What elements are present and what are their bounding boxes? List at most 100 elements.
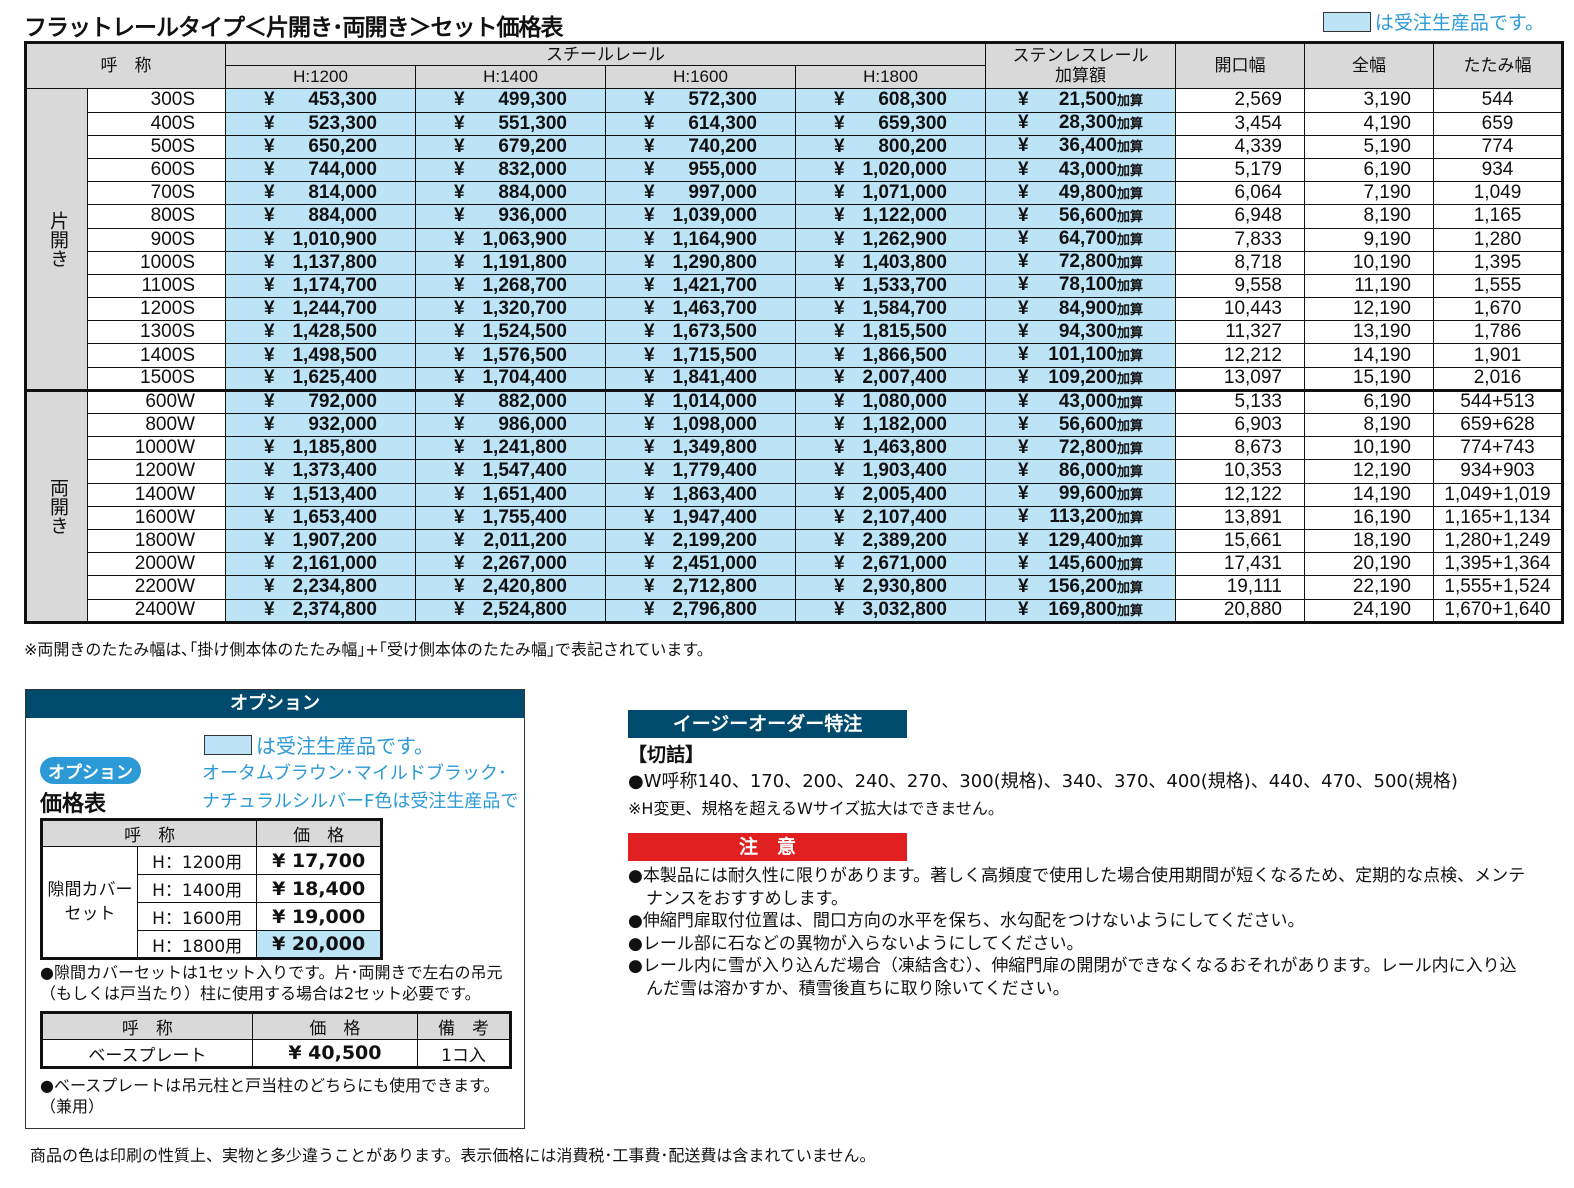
- steel-price: ¥1,421,700: [605, 273, 796, 299]
- steel-price: ¥2,011,200: [415, 528, 606, 554]
- currency-symbol: ¥: [644, 274, 655, 296]
- folded-width: 1,670: [1433, 297, 1563, 322]
- header-name: 呼 称: [25, 41, 226, 90]
- price-value: 792,000: [308, 391, 377, 413]
- add-amount: 72,800加算: [1059, 252, 1143, 273]
- currency-symbol: ¥: [454, 599, 465, 621]
- steel-price: ¥453,300: [225, 88, 416, 113]
- currency-symbol: ¥: [834, 483, 845, 505]
- add-suffix: 加算: [1116, 440, 1143, 456]
- price-value: 1,185,800: [292, 437, 377, 459]
- price-value: 1,704,400: [482, 367, 567, 389]
- add-amount: 78,100加算: [1059, 275, 1143, 296]
- folded-width: 774: [1433, 134, 1563, 159]
- folded-width: 774+743: [1433, 436, 1563, 461]
- folded-width: 1,395: [1433, 250, 1563, 275]
- group-label: 片開き: [25, 88, 88, 391]
- price-value: 2,011,200: [483, 530, 567, 552]
- total-width: 22,190: [1304, 575, 1434, 600]
- add-amount: 101,100加算: [1048, 345, 1143, 366]
- currency-symbol: ¥: [454, 553, 465, 575]
- folded-width: 544+513: [1433, 388, 1563, 415]
- easy-order-section: イージーオーダー特注 【切詰】 ●W呼称140、170、200、240、270、…: [628, 710, 1528, 1000]
- header-h1200: H:1200: [225, 65, 416, 90]
- opening-width: 20,880: [1175, 598, 1305, 623]
- currency-symbol: ¥: [644, 460, 655, 482]
- folded-width: 1,786: [1433, 320, 1563, 345]
- steel-price: ¥744,000: [225, 157, 416, 183]
- price-value: 2,671,000: [862, 553, 947, 575]
- total-width: 8,190: [1304, 204, 1434, 229]
- currency-symbol: ¥: [264, 321, 275, 343]
- steel-price: ¥2,234,800: [225, 575, 416, 600]
- currency-symbol: ¥: [644, 182, 655, 204]
- add-amount: 43,000加算: [1059, 391, 1143, 413]
- currency-symbol: ¥: [834, 298, 845, 320]
- price-value: 99,600: [1058, 483, 1117, 505]
- folded-width: 1,555: [1433, 273, 1563, 299]
- model-name: 1000W: [87, 436, 226, 461]
- add-amount: 56,600加算: [1059, 205, 1143, 227]
- price-value: 2,930,800: [862, 576, 947, 598]
- currency-symbol: ¥: [454, 159, 465, 181]
- opening-width: 17,431: [1175, 552, 1305, 577]
- price-value: 1,039,000: [672, 205, 757, 227]
- folded-width: 2,016: [1433, 366, 1563, 391]
- table-row: 2200W ¥2,234,800 ¥2,420,800 ¥2,712,800 ¥2,93…: [26, 575, 1563, 600]
- opening-width: 10,353: [1175, 459, 1305, 484]
- price-value: 43,000: [1058, 158, 1117, 180]
- price-value: 1,815,500: [862, 321, 947, 343]
- currency-symbol: ¥: [264, 530, 275, 552]
- steel-price: ¥1,185,800: [225, 436, 416, 461]
- currency-symbol: ¥: [454, 182, 465, 204]
- currency-symbol: ¥: [454, 530, 465, 552]
- price-value: 101,100: [1048, 344, 1117, 366]
- stainless-add: ¥78,100加算: [985, 273, 1176, 299]
- steel-price: ¥1,947,400: [605, 505, 796, 530]
- opening-width: 6,948: [1175, 204, 1305, 229]
- stainless-add: ¥84,900加算: [985, 297, 1176, 322]
- stainless-add: ¥56,600加算: [985, 204, 1176, 229]
- steel-price: ¥2,389,200: [795, 528, 986, 554]
- currency-symbol: ¥: [1018, 112, 1029, 134]
- total-width: 13,190: [1304, 320, 1434, 345]
- currency-symbol: ¥: [454, 89, 465, 111]
- price-value: 1,463,800: [862, 437, 947, 459]
- add-suffix: 加算: [1116, 301, 1143, 317]
- add-suffix: 加算: [1116, 417, 1143, 433]
- price-value: 1,463,700: [672, 298, 757, 320]
- currency-symbol: ¥: [1018, 297, 1029, 319]
- price-value: 28,300: [1058, 112, 1117, 134]
- price-value: 94,300: [1058, 320, 1117, 342]
- model-name: 2400W: [87, 598, 226, 623]
- price-value: 1,373,400: [292, 460, 377, 482]
- currency-symbol: ¥: [1018, 529, 1029, 551]
- caution-item: ●レール内に雪が入り込んだ場合（凍結含む）、伸縮門扉の開閉ができなくなるおそれが…: [628, 956, 1517, 999]
- price-value: 608,300: [878, 89, 947, 111]
- price-value: 1,122,000: [862, 205, 947, 227]
- model-name: 1300S: [87, 320, 226, 345]
- currency-symbol: ¥: [1018, 552, 1029, 574]
- currency-symbol: ¥: [834, 321, 845, 343]
- add-suffix: 加算: [1116, 370, 1143, 386]
- stainless-add: ¥156,200加算: [985, 575, 1176, 600]
- currency-symbol: ¥: [454, 576, 465, 598]
- gap-cover-table: 呼 称価 格 隙間カバー セット H：1200用 ¥ 17,700 H：1400用 ¥…: [40, 818, 383, 960]
- steel-price: ¥1,262,900: [795, 227, 986, 252]
- table-row: 1800W ¥1,907,200 ¥2,011,200 ¥2,199,200 ¥2,38…: [26, 528, 1563, 554]
- currency-symbol: ¥: [644, 344, 655, 366]
- currency-symbol: ¥: [264, 112, 275, 134]
- add-amount: 56,600加算: [1059, 414, 1143, 436]
- currency-symbol: ¥: [834, 506, 845, 528]
- price-value: 109,200: [1048, 366, 1117, 388]
- currency-symbol: ¥: [454, 205, 465, 227]
- opening-width: 6,064: [1175, 181, 1305, 206]
- caution-item: ●伸縮門扉取付位置は、間口方向の水平を保ち、水勾配をつけないようにしてください。: [628, 911, 1305, 931]
- folded-width: 1,670+1,640: [1433, 598, 1563, 623]
- add-suffix: 加算: [1116, 556, 1143, 572]
- add-amount: 109,200加算: [1048, 366, 1143, 389]
- gap-price: ¥ 20,000: [256, 930, 382, 959]
- table-row: 700S ¥814,000 ¥884,000 ¥997,000 ¥1,071,000 ¥4…: [26, 181, 1563, 206]
- price-value: 1,320,700: [482, 298, 567, 320]
- steel-price: ¥792,000: [225, 388, 416, 415]
